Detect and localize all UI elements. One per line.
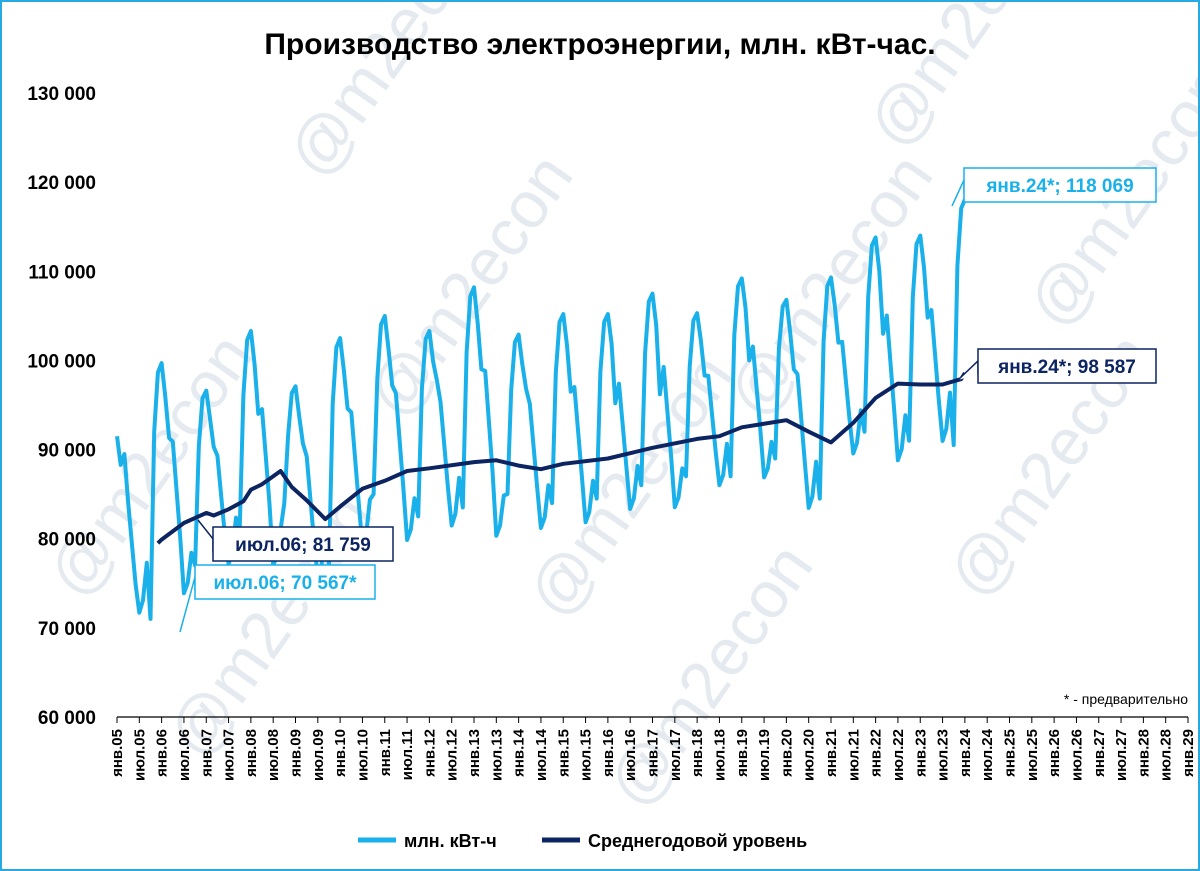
- x-tick-label: июл.11: [399, 729, 416, 780]
- x-tick-label: июл.18: [711, 729, 728, 781]
- annotation-pointer: [197, 519, 214, 553]
- x-tick-label: июл.21: [845, 729, 862, 781]
- annotation: июл.06; 70 567*: [179, 564, 376, 633]
- plot-area: [115, 198, 967, 621]
- x-tick-label: янв.13: [466, 729, 483, 777]
- x-tick-label: янв.07: [198, 729, 215, 777]
- x-tick-label: янв.29: [1180, 729, 1197, 777]
- y-tick-label: 100 000: [27, 351, 96, 372]
- x-tick-label: июл.13: [488, 729, 505, 781]
- y-tick-label: 120 000: [27, 173, 96, 194]
- footnote: * - предварительно: [1064, 691, 1188, 707]
- x-tick-label: янв.05: [109, 729, 126, 777]
- annotation-label: янв.24*; 98 587: [997, 357, 1136, 378]
- legend: млн. кВт-ч Среднегодовой уровень: [358, 831, 807, 851]
- x-tick-label: янв.28: [1135, 729, 1152, 777]
- x-tick-label: янв.15: [555, 729, 572, 777]
- annotation: янв.24*; 98 587: [957, 348, 1157, 384]
- x-tick-label: янв.27: [1091, 729, 1108, 777]
- y-tick-label: 80 000: [38, 530, 96, 551]
- x-tick-label: янв.11: [377, 729, 394, 776]
- annotation-label: июл.06; 81 759: [235, 535, 371, 556]
- annotation-box: [963, 167, 1157, 203]
- x-tick-label: июл.14: [533, 728, 550, 781]
- x-tick-label: янв.18: [689, 729, 706, 777]
- y-tick-label: 60 000: [38, 708, 96, 729]
- x-tick-label: июл.09: [310, 729, 327, 781]
- annotation-box: [977, 348, 1157, 384]
- x-tick-label: янв.06: [154, 729, 171, 777]
- x-tick-label: июл.16: [622, 729, 639, 781]
- x-tick-label: янв.12: [421, 729, 438, 777]
- annotation: янв.24*; 118 069: [951, 167, 1157, 207]
- annotation-label: июл.06; 70 567*: [213, 573, 357, 594]
- x-tick-label: июл.06: [176, 729, 193, 781]
- y-tick-label: 90 000: [38, 441, 96, 462]
- x-tick-label: янв.22: [868, 729, 885, 777]
- x-tick-label: янв.09: [288, 729, 305, 777]
- y-tick-label: 70 000: [38, 619, 96, 640]
- y-tick-label: 130 000: [27, 84, 96, 105]
- y-tick-label: 110 000: [28, 262, 96, 283]
- x-tick-label: июл.27: [1113, 729, 1130, 781]
- x-tick-label: янв.23: [912, 729, 929, 777]
- x-tick-label: июл.25: [1024, 729, 1041, 781]
- series-line-monthly: [115, 198, 967, 621]
- annotation-pointer: [957, 359, 979, 381]
- x-tick-label: июл.24: [979, 728, 996, 781]
- x-tick-label: июл.05: [131, 729, 148, 781]
- x-tick-label: июл.15: [578, 729, 595, 781]
- x-tick-label: июл.28: [1158, 729, 1175, 781]
- annotation-box: [194, 564, 376, 600]
- chart-title: Производство электроэнергии, млн. кВт-ча…: [264, 28, 935, 61]
- annotation-box: [212, 526, 394, 562]
- legend-label-average: Среднегодовой уровень: [588, 831, 807, 851]
- annotations: янв.24*; 118 069 янв.24*; 98 587 июл.06; 8…: [179, 167, 1157, 633]
- x-tick-label: июл.23: [935, 729, 952, 781]
- x-axis: янв.05 июл.05 янв.06 июл.06 янв.07 июл.07 янв.…: [109, 716, 1197, 781]
- legend-label-monthly: млн. кВт-ч: [404, 831, 497, 851]
- x-tick-label: июл.12: [444, 729, 461, 781]
- x-tick-label: июл.19: [756, 729, 773, 781]
- x-tick-label: июл.07: [221, 729, 238, 781]
- watermark-text: @m2econ: [853, 2, 1087, 160]
- x-tick-label: янв.25: [1002, 729, 1019, 777]
- x-tick-label: июл.08: [265, 729, 282, 781]
- x-tick-label: июл.26: [1068, 729, 1085, 781]
- x-tick-label: июл.10: [354, 729, 371, 781]
- x-tick-label: янв.17: [645, 729, 662, 777]
- x-tick-label: июл.22: [890, 729, 907, 781]
- watermark-text: @m2econ: [353, 140, 587, 430]
- x-tick-label: янв.08: [243, 729, 260, 777]
- y-axis: 60 000 70 000 80 000 90 000 100 000 110 000 12…: [27, 84, 96, 729]
- x-tick-label: янв.26: [1046, 729, 1063, 777]
- x-tick-label: янв.20: [778, 729, 795, 777]
- x-tick-label: янв.14: [511, 728, 528, 777]
- x-tick-label: янв.21: [823, 729, 840, 777]
- x-tick-label: янв.19: [734, 729, 751, 777]
- annotation: июл.06; 81 759: [197, 519, 394, 562]
- x-tick-label: янв.10: [332, 729, 349, 777]
- x-tick-label: июл.20: [801, 729, 818, 781]
- series-line-average: [156, 371, 967, 545]
- annotation-label: янв.24*; 118 069: [985, 176, 1133, 197]
- x-tick-label: июл.17: [667, 729, 684, 781]
- x-tick-label: янв.24: [957, 728, 974, 777]
- x-tick-label: янв.16: [600, 729, 617, 777]
